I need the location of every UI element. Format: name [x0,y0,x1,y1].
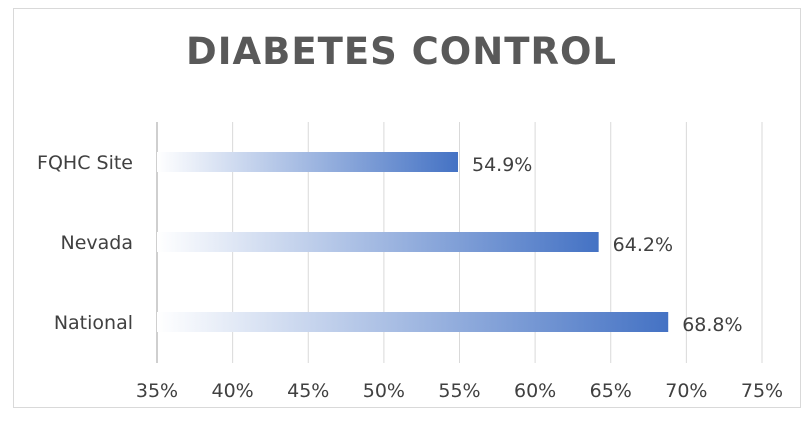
x-tick-label: 50% [363,380,405,402]
data-label: 54.9% [472,154,532,176]
labels: 35% 40% 45% 50% 55% 60% 65% 70% 75% FQHC Site 54.9… [37,152,783,402]
x-tick-label: 40% [212,380,254,402]
chart-frame [13,8,801,408]
category-label: FQHC Site [37,152,133,174]
category-label: Nevada [61,232,134,254]
x-tick-label: 55% [438,380,480,402]
chart-title: DIABETES CONTROL [186,30,617,73]
category-label: National [54,312,133,334]
x-tick-label: 45% [287,380,329,402]
bar [157,232,599,252]
x-tick-label: 60% [514,380,556,402]
x-tick-label: 65% [590,380,632,402]
x-tick-label: 70% [665,380,707,402]
x-tick-label: 75% [741,380,783,402]
x-tick-label: 35% [136,380,178,402]
bars [157,152,669,332]
bar [157,152,458,172]
data-label: 68.8% [682,314,742,336]
bar [157,312,669,332]
data-label: 64.2% [613,234,673,256]
